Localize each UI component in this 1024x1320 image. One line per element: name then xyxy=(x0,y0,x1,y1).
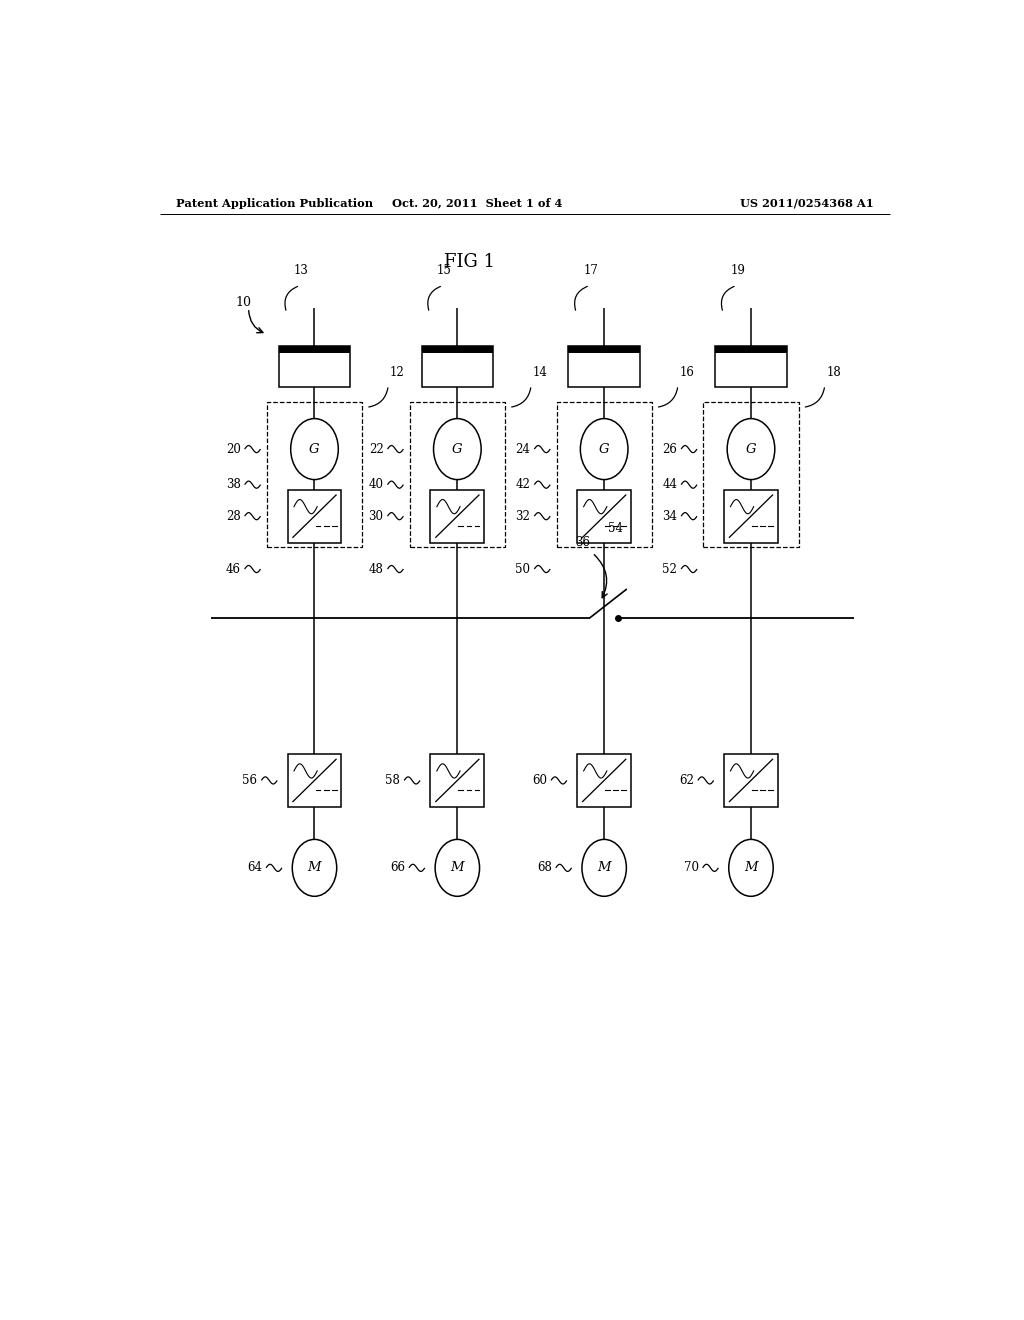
Text: 34: 34 xyxy=(663,510,677,523)
Circle shape xyxy=(291,418,338,479)
Text: 60: 60 xyxy=(532,774,547,787)
Text: 36: 36 xyxy=(575,536,590,549)
Text: 12: 12 xyxy=(390,366,404,379)
Circle shape xyxy=(292,840,337,896)
Bar xyxy=(422,346,494,387)
Bar xyxy=(267,403,362,546)
Text: 70: 70 xyxy=(684,862,698,874)
Bar xyxy=(430,754,484,807)
Text: 14: 14 xyxy=(532,366,548,379)
Bar xyxy=(288,490,341,543)
Text: US 2011/0254368 A1: US 2011/0254368 A1 xyxy=(740,198,873,209)
Text: 22: 22 xyxy=(369,442,384,455)
Text: M: M xyxy=(744,862,758,874)
Circle shape xyxy=(433,418,481,479)
Circle shape xyxy=(435,840,479,896)
Bar xyxy=(578,490,631,543)
Bar xyxy=(715,346,786,352)
Text: 54: 54 xyxy=(608,523,624,536)
Text: 19: 19 xyxy=(730,264,745,277)
Text: 30: 30 xyxy=(369,510,384,523)
Text: M: M xyxy=(597,862,611,874)
Bar xyxy=(703,403,799,546)
Bar xyxy=(288,754,341,807)
Text: 13: 13 xyxy=(294,264,309,277)
Text: 62: 62 xyxy=(679,774,694,787)
Text: 58: 58 xyxy=(385,774,400,787)
Bar xyxy=(410,403,505,546)
Text: 20: 20 xyxy=(226,442,241,455)
Text: 18: 18 xyxy=(826,366,841,379)
Text: 32: 32 xyxy=(515,510,530,523)
Text: M: M xyxy=(307,862,322,874)
Bar xyxy=(568,346,640,352)
Text: 52: 52 xyxy=(663,562,677,576)
Text: 68: 68 xyxy=(537,862,552,874)
Text: Oct. 20, 2011  Sheet 1 of 4: Oct. 20, 2011 Sheet 1 of 4 xyxy=(392,198,562,209)
Text: 40: 40 xyxy=(369,478,384,491)
Bar xyxy=(279,346,350,387)
Text: FIG 1: FIG 1 xyxy=(443,253,495,271)
Text: 10: 10 xyxy=(236,296,251,309)
Bar xyxy=(568,346,640,387)
Text: 24: 24 xyxy=(515,442,530,455)
Text: G: G xyxy=(745,442,757,455)
Circle shape xyxy=(729,840,773,896)
Bar xyxy=(422,346,494,352)
Text: M: M xyxy=(451,862,464,874)
Text: 26: 26 xyxy=(663,442,677,455)
Circle shape xyxy=(727,418,775,479)
Bar xyxy=(715,346,786,387)
Bar xyxy=(557,403,652,546)
Text: 56: 56 xyxy=(243,774,257,787)
Text: 28: 28 xyxy=(226,510,241,523)
Text: G: G xyxy=(599,442,609,455)
Text: 64: 64 xyxy=(247,862,262,874)
Bar xyxy=(430,490,484,543)
Text: 44: 44 xyxy=(663,478,677,491)
Bar xyxy=(724,490,778,543)
Text: 50: 50 xyxy=(515,562,530,576)
Text: 42: 42 xyxy=(515,478,530,491)
Text: G: G xyxy=(309,442,319,455)
Circle shape xyxy=(582,840,627,896)
Text: 16: 16 xyxy=(680,366,694,379)
Text: Patent Application Publication: Patent Application Publication xyxy=(176,198,373,209)
Text: 15: 15 xyxy=(436,264,452,277)
Text: G: G xyxy=(452,442,463,455)
Text: 46: 46 xyxy=(225,562,241,576)
Bar xyxy=(724,754,778,807)
Bar xyxy=(279,346,350,352)
Text: 48: 48 xyxy=(369,562,384,576)
Text: 17: 17 xyxy=(584,264,598,277)
Text: 38: 38 xyxy=(226,478,241,491)
Text: 66: 66 xyxy=(390,862,404,874)
Bar xyxy=(578,754,631,807)
Circle shape xyxy=(581,418,628,479)
